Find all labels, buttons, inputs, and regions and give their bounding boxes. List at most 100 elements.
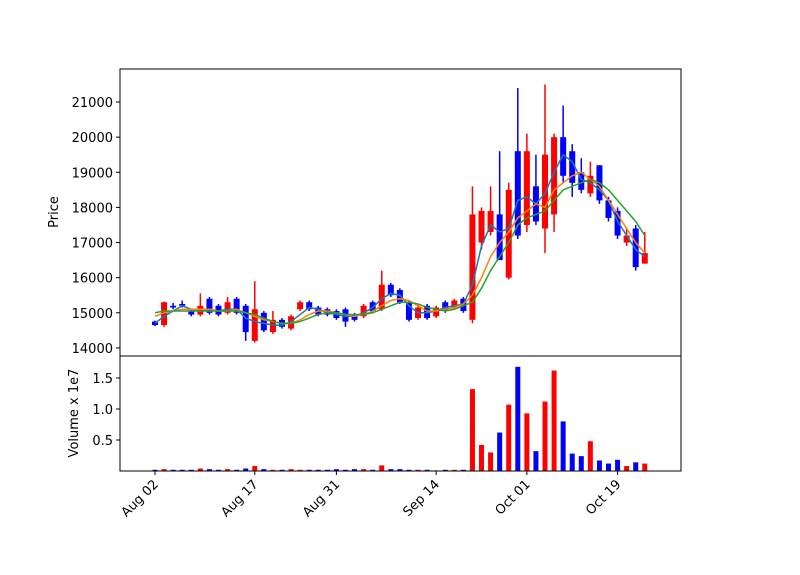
candle-body — [514, 151, 521, 236]
candle-body — [569, 151, 576, 183]
candle-body — [288, 316, 295, 329]
volume-bar — [506, 404, 512, 471]
candle-body — [251, 309, 258, 341]
y-tick-label: 14000 — [72, 342, 113, 357]
candle-body — [224, 302, 231, 313]
volume-bar — [451, 469, 457, 471]
volume-bar — [188, 469, 194, 471]
candle-body — [242, 305, 249, 333]
candle-body — [523, 151, 530, 225]
volume-bar — [379, 465, 385, 471]
candle-body — [342, 309, 349, 322]
volume-bar — [252, 466, 258, 471]
candle-body — [170, 305, 177, 308]
volume-bar — [397, 469, 403, 471]
plot-frame — [119, 355, 682, 472]
candle-body — [324, 309, 331, 315]
volume-bar — [215, 469, 221, 471]
y-tick-label: 17000 — [72, 237, 113, 252]
volume-bar — [533, 451, 539, 471]
candle-body — [469, 214, 476, 320]
candle-body — [587, 175, 594, 194]
volume-bar — [225, 469, 231, 471]
candle-body — [197, 305, 204, 315]
candle-body — [378, 284, 385, 310]
volume-bar — [333, 469, 339, 471]
volume-bar — [388, 469, 394, 471]
volume-bar — [488, 452, 494, 471]
volume-bar — [179, 469, 185, 471]
volume-bar — [596, 460, 602, 471]
y-tick-label: 0.5 — [92, 434, 113, 449]
volume-bar — [497, 432, 503, 471]
candle-body — [496, 214, 503, 261]
volume-bar — [569, 453, 575, 471]
volume-bar — [587, 441, 593, 471]
y-tick-label: 1.0 — [92, 403, 113, 418]
volume-bar — [315, 469, 321, 471]
volume-bar — [479, 444, 485, 471]
y-tick-label: 21000 — [72, 96, 113, 111]
candle-body — [505, 189, 512, 278]
volume-bar — [197, 468, 203, 471]
volume-bar — [615, 459, 621, 471]
candle-body — [487, 210, 494, 232]
candle-body — [451, 300, 458, 308]
candle-body — [188, 311, 195, 315]
volume-bar — [243, 468, 249, 471]
candle-body — [297, 302, 304, 310]
candle-body — [306, 302, 313, 310]
candle-body — [179, 304, 186, 306]
volume-bar — [234, 469, 240, 471]
volume-bar — [415, 469, 421, 471]
volume-bar — [297, 469, 303, 471]
candle-body — [433, 307, 440, 317]
volume-bar — [469, 389, 475, 471]
volume-bar — [560, 421, 566, 471]
candle-body — [206, 298, 213, 313]
volume-bar — [406, 469, 412, 471]
candle-body — [152, 321, 158, 326]
moving-average-line — [154, 178, 646, 325]
volume-bar — [352, 469, 358, 471]
candle-body — [442, 302, 449, 312]
volume-bar — [306, 469, 312, 471]
candle-body — [632, 228, 639, 268]
moving-average-line — [154, 171, 646, 325]
candle-body — [605, 200, 612, 218]
candle-body — [387, 284, 394, 296]
candle-body — [260, 312, 267, 331]
volume-bar — [161, 469, 167, 471]
volume-bar — [606, 463, 611, 471]
y-tick-label: 20000 — [72, 131, 113, 146]
y-tick-label: 19000 — [72, 166, 113, 181]
candle-body — [460, 298, 467, 312]
volume-bar — [288, 469, 294, 471]
y-axis-label: Price — [47, 196, 62, 228]
candle-body — [351, 314, 358, 320]
volume-bar — [578, 456, 584, 471]
volume-bar — [460, 469, 466, 471]
volume-bar — [342, 469, 348, 471]
volume-bar — [633, 462, 639, 471]
volume-bar — [261, 469, 267, 471]
volume-bar — [542, 401, 548, 471]
volume-bar — [270, 469, 276, 471]
volume-bar — [170, 469, 176, 471]
candle-body — [269, 319, 276, 333]
candle-body — [424, 305, 431, 319]
candle-body — [405, 302, 412, 320]
volume-bar — [624, 466, 630, 471]
volume-bar — [152, 469, 158, 471]
y-tick-label: 18000 — [72, 201, 113, 216]
candle-body — [551, 137, 558, 215]
y-tick-label: 16000 — [72, 272, 113, 287]
volume-bar — [370, 469, 376, 471]
y-tick-label: 15000 — [72, 307, 113, 322]
candle-body — [560, 137, 567, 176]
volume-bar — [279, 469, 285, 471]
candle-body — [161, 302, 168, 326]
volume-bar — [206, 469, 212, 471]
